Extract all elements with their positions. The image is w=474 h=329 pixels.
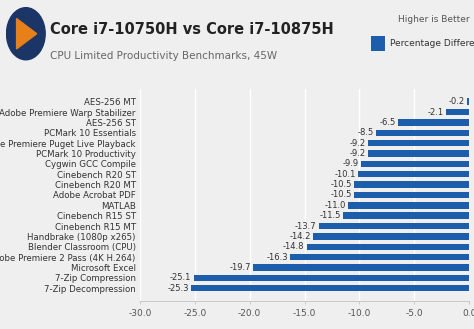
Text: -9.2: -9.2 (350, 149, 366, 158)
Bar (361, 161, 469, 167)
Text: CPU Limited Productivity Benchmarks, 45W: CPU Limited Productivity Benchmarks, 45W (50, 51, 277, 61)
Bar (376, 130, 469, 136)
Bar (343, 213, 469, 219)
Text: -9.2: -9.2 (350, 139, 366, 148)
Text: -11.5: -11.5 (319, 211, 341, 220)
Text: -14.2: -14.2 (290, 232, 311, 241)
Bar (191, 285, 469, 291)
Bar (290, 254, 469, 260)
Text: -2.1: -2.1 (428, 108, 444, 116)
Text: -8.5: -8.5 (357, 128, 374, 137)
Text: -19.7: -19.7 (229, 263, 251, 272)
Text: -9.9: -9.9 (342, 159, 358, 168)
Bar (354, 192, 469, 198)
Text: -25.1: -25.1 (170, 273, 191, 282)
Bar (348, 202, 469, 209)
Text: -25.3: -25.3 (168, 284, 189, 293)
Bar (253, 264, 469, 271)
Circle shape (7, 8, 45, 60)
Text: -0.2: -0.2 (449, 97, 465, 106)
Text: -16.3: -16.3 (266, 253, 288, 262)
Bar (398, 119, 469, 126)
Text: -11.0: -11.0 (325, 201, 346, 210)
Bar (446, 109, 469, 115)
Text: -10.5: -10.5 (330, 180, 352, 189)
Text: -14.8: -14.8 (283, 242, 304, 251)
Bar (368, 140, 469, 146)
Bar (371, 36, 385, 51)
Bar (194, 275, 469, 281)
Bar (354, 181, 469, 188)
Text: -6.5: -6.5 (380, 118, 396, 127)
Text: -13.7: -13.7 (295, 221, 317, 231)
Text: Core i7-10750H vs Core i7-10875H: Core i7-10750H vs Core i7-10875H (50, 22, 334, 37)
Text: Higher is Better: Higher is Better (398, 15, 469, 24)
Bar (319, 223, 469, 229)
Bar (358, 171, 469, 177)
Text: -10.1: -10.1 (335, 170, 356, 179)
Bar (313, 233, 469, 240)
Text: -10.5: -10.5 (330, 190, 352, 199)
Polygon shape (17, 18, 36, 49)
Bar (307, 243, 469, 250)
Bar (467, 98, 469, 105)
Bar (368, 150, 469, 157)
Text: Percentage Difference: Percentage Difference (390, 39, 474, 48)
